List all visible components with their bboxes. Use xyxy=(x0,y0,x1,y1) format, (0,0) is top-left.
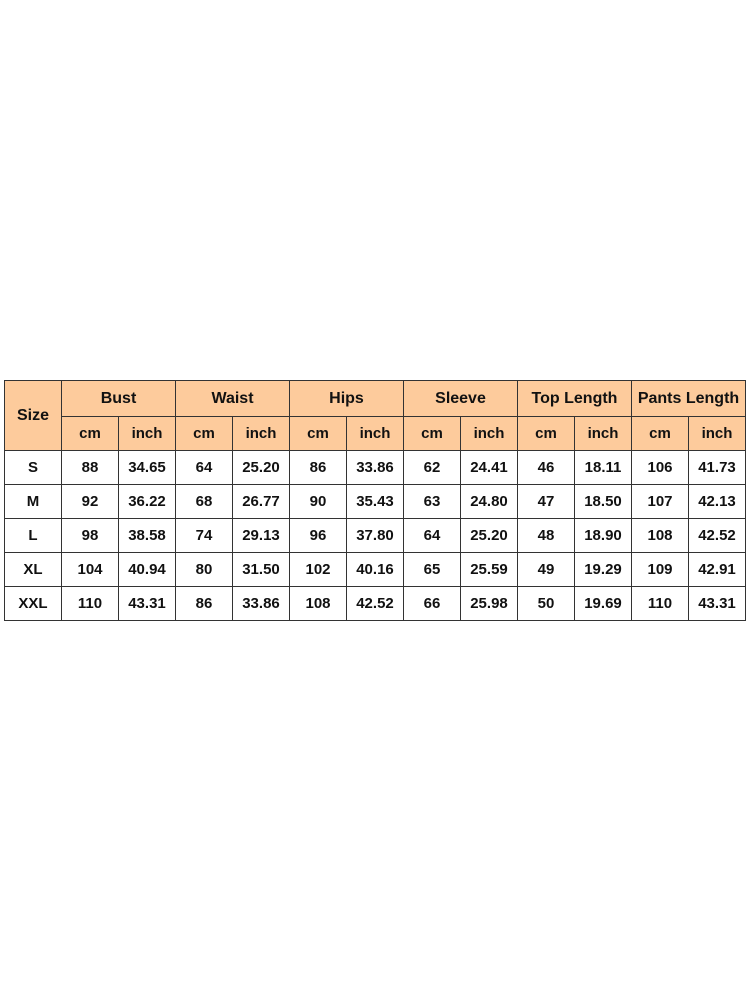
measurement-cell: 96 xyxy=(289,518,347,553)
measurement-cell: 66 xyxy=(403,586,461,621)
measurement-cell: 36.22 xyxy=(118,484,176,519)
unit-header: inch xyxy=(688,416,746,451)
unit-header: inch xyxy=(460,416,518,451)
measurement-cell: 64 xyxy=(403,518,461,553)
unit-header: cm xyxy=(517,416,575,451)
measurement-cell: 50 xyxy=(517,586,575,621)
measurement-cell: 19.69 xyxy=(574,586,632,621)
measurement-cell: 107 xyxy=(631,484,689,519)
unit-header: inch xyxy=(118,416,176,451)
measurement-cell: 19.29 xyxy=(574,552,632,587)
measurement-cell: 29.13 xyxy=(232,518,290,553)
measurement-cell: 108 xyxy=(289,586,347,621)
measurement-cell: 24.80 xyxy=(460,484,518,519)
measurement-cell: 43.31 xyxy=(118,586,176,621)
measurement-cell: 25.20 xyxy=(232,450,290,485)
measurement-cell: 90 xyxy=(289,484,347,519)
table-row: M 92 36.22 68 26.77 90 35.43 63 24.80 47 18.50 107 4… xyxy=(4,484,746,519)
measurement-cell: 33.86 xyxy=(232,586,290,621)
measurement-cell: 40.16 xyxy=(346,552,404,587)
measurement-cell: 64 xyxy=(175,450,233,485)
size-cell: S xyxy=(4,450,62,485)
measurement-cell: 38.58 xyxy=(118,518,176,553)
measurement-cell: 104 xyxy=(61,552,119,587)
measurement-cell: 46 xyxy=(517,450,575,485)
measurement-cell: 65 xyxy=(403,552,461,587)
measurement-cell: 92 xyxy=(61,484,119,519)
measurement-cell: 43.31 xyxy=(688,586,746,621)
measurement-cell: 86 xyxy=(175,586,233,621)
table-row: XL 104 40.94 80 31.50 102 40.16 65 25.59 49 19.29 1… xyxy=(4,552,746,587)
measurement-cell: 110 xyxy=(631,586,689,621)
measurement-cell: 42.13 xyxy=(688,484,746,519)
measurement-cell: 63 xyxy=(403,484,461,519)
table-row: L 98 38.58 74 29.13 96 37.80 64 25.20 48 18.90 108 4… xyxy=(4,518,746,553)
measurement-cell: 88 xyxy=(61,450,119,485)
measurement-cell: 25.98 xyxy=(460,586,518,621)
measurement-cell: 98 xyxy=(61,518,119,553)
measurement-cell: 74 xyxy=(175,518,233,553)
size-cell: XL xyxy=(4,552,62,587)
measurement-cell: 42.91 xyxy=(688,552,746,587)
unit-header: cm xyxy=(61,416,119,451)
group-header: Waist xyxy=(175,380,290,417)
measurement-cell: 35.43 xyxy=(346,484,404,519)
measurement-cell: 102 xyxy=(289,552,347,587)
measurement-cell: 49 xyxy=(517,552,575,587)
size-cell: L xyxy=(4,518,62,553)
measurement-cell: 37.80 xyxy=(346,518,404,553)
measurement-cell: 47 xyxy=(517,484,575,519)
measurement-cell: 18.11 xyxy=(574,450,632,485)
unit-header: cm xyxy=(403,416,461,451)
measurement-cell: 25.20 xyxy=(460,518,518,553)
measurement-cell: 24.41 xyxy=(460,450,518,485)
measurement-cell: 109 xyxy=(631,552,689,587)
size-cell: M xyxy=(4,484,62,519)
group-header: Bust xyxy=(61,380,176,417)
unit-header: inch xyxy=(346,416,404,451)
measurement-cell: 108 xyxy=(631,518,689,553)
group-header: Pants Length xyxy=(631,380,746,417)
size-header: Size xyxy=(4,380,62,451)
measurement-cell: 33.86 xyxy=(346,450,404,485)
measurement-cell: 62 xyxy=(403,450,461,485)
measurement-cell: 80 xyxy=(175,552,233,587)
measurement-cell: 110 xyxy=(61,586,119,621)
measurement-cell: 86 xyxy=(289,450,347,485)
measurement-cell: 40.94 xyxy=(118,552,176,587)
unit-header: cm xyxy=(289,416,347,451)
table-row: S 88 34.65 64 25.20 86 33.86 62 24.41 46 18.11 106 4… xyxy=(4,450,746,485)
measurement-cell: 34.65 xyxy=(118,450,176,485)
measurement-cell: 42.52 xyxy=(688,518,746,553)
group-header: Top Length xyxy=(517,380,632,417)
measurement-cell: 18.50 xyxy=(574,484,632,519)
measurement-cell: 41.73 xyxy=(688,450,746,485)
unit-header: inch xyxy=(574,416,632,451)
measurement-cell: 25.59 xyxy=(460,552,518,587)
unit-header: cm xyxy=(175,416,233,451)
unit-header: inch xyxy=(232,416,290,451)
measurement-cell: 42.52 xyxy=(346,586,404,621)
measurement-cell: 106 xyxy=(631,450,689,485)
measurement-cell: 18.90 xyxy=(574,518,632,553)
unit-header: cm xyxy=(631,416,689,451)
measurement-cell: 68 xyxy=(175,484,233,519)
measurement-cell: 31.50 xyxy=(232,552,290,587)
measurement-cell: 26.77 xyxy=(232,484,290,519)
table-row: XXL 110 43.31 86 33.86 108 42.52 66 25.98 50 19.69… xyxy=(4,586,746,621)
size-cell: XXL xyxy=(4,586,62,621)
measurement-cell: 48 xyxy=(517,518,575,553)
size-chart-table: Size Bust Waist Hips Sleeve Top Length Pants … xyxy=(4,380,746,621)
group-header: Hips xyxy=(289,380,404,417)
group-header: Sleeve xyxy=(403,380,518,417)
